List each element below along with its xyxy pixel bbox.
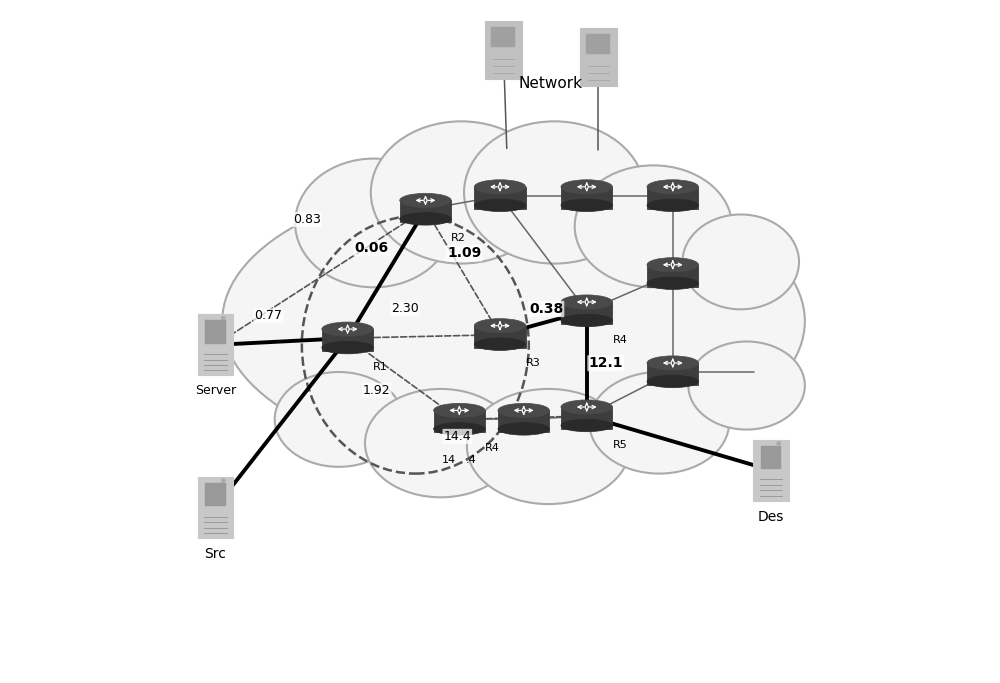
Bar xyxy=(647,363,698,385)
Ellipse shape xyxy=(647,199,698,212)
Ellipse shape xyxy=(222,177,805,465)
Bar xyxy=(205,483,226,506)
Ellipse shape xyxy=(295,158,452,288)
Ellipse shape xyxy=(474,319,526,333)
Text: 12.1: 12.1 xyxy=(588,356,623,370)
Bar xyxy=(761,446,781,469)
Ellipse shape xyxy=(777,441,781,445)
Bar xyxy=(561,407,612,429)
Bar xyxy=(434,410,485,432)
Text: 1.92: 1.92 xyxy=(363,384,391,397)
Ellipse shape xyxy=(365,389,516,497)
Ellipse shape xyxy=(561,314,612,326)
Bar xyxy=(474,187,526,209)
Ellipse shape xyxy=(322,322,373,336)
Text: 2.30: 2.30 xyxy=(391,303,419,316)
Ellipse shape xyxy=(400,212,451,225)
Ellipse shape xyxy=(647,257,698,272)
Bar xyxy=(561,187,612,209)
Bar xyxy=(586,34,610,54)
Text: 0.38: 0.38 xyxy=(529,302,563,316)
Ellipse shape xyxy=(575,165,732,288)
Ellipse shape xyxy=(647,356,698,370)
Ellipse shape xyxy=(561,295,612,309)
Ellipse shape xyxy=(589,372,729,473)
Bar xyxy=(400,200,451,222)
Ellipse shape xyxy=(371,122,551,264)
Ellipse shape xyxy=(561,180,612,194)
Ellipse shape xyxy=(221,479,225,483)
Ellipse shape xyxy=(275,372,403,466)
Text: 1.09: 1.09 xyxy=(447,247,481,260)
Text: R5: R5 xyxy=(612,440,627,449)
Bar xyxy=(647,187,698,209)
Text: R1: R1 xyxy=(373,362,388,372)
Ellipse shape xyxy=(467,389,630,504)
Ellipse shape xyxy=(400,193,451,208)
Ellipse shape xyxy=(474,180,526,194)
Ellipse shape xyxy=(498,404,549,417)
Text: Server: Server xyxy=(195,384,236,398)
Text: Src: Src xyxy=(205,547,226,561)
Ellipse shape xyxy=(221,316,225,320)
Bar xyxy=(647,265,698,287)
Bar xyxy=(491,27,515,47)
Text: 14: 14 xyxy=(442,455,456,464)
Ellipse shape xyxy=(683,214,799,309)
Ellipse shape xyxy=(647,375,698,388)
Text: R3: R3 xyxy=(526,359,540,368)
Text: Network: Network xyxy=(519,76,583,91)
Text: Des: Des xyxy=(758,510,784,523)
Text: R2: R2 xyxy=(451,233,466,243)
Text: 0.83: 0.83 xyxy=(293,213,321,226)
Bar xyxy=(198,477,233,538)
Bar xyxy=(561,302,612,324)
Ellipse shape xyxy=(464,122,645,264)
Ellipse shape xyxy=(561,400,612,414)
Ellipse shape xyxy=(647,277,698,290)
Text: R4: R4 xyxy=(485,443,500,453)
Ellipse shape xyxy=(434,423,485,435)
Ellipse shape xyxy=(434,404,485,417)
Ellipse shape xyxy=(498,423,549,435)
Text: 14.4: 14.4 xyxy=(444,430,471,443)
Text: R4: R4 xyxy=(612,335,627,345)
Text: 0.06: 0.06 xyxy=(354,241,388,255)
Bar xyxy=(474,326,526,348)
Text: .4: .4 xyxy=(466,455,477,464)
Bar xyxy=(498,410,549,432)
Ellipse shape xyxy=(561,419,612,432)
Ellipse shape xyxy=(474,199,526,212)
Bar xyxy=(753,440,789,501)
Bar xyxy=(205,320,226,344)
Ellipse shape xyxy=(474,338,526,350)
Ellipse shape xyxy=(688,342,805,430)
Ellipse shape xyxy=(322,342,373,354)
Bar xyxy=(580,28,617,86)
Bar xyxy=(322,329,373,351)
Text: 0.77: 0.77 xyxy=(254,309,282,322)
Bar xyxy=(485,21,522,79)
Ellipse shape xyxy=(647,180,698,194)
Ellipse shape xyxy=(561,199,612,212)
Bar xyxy=(198,314,233,376)
